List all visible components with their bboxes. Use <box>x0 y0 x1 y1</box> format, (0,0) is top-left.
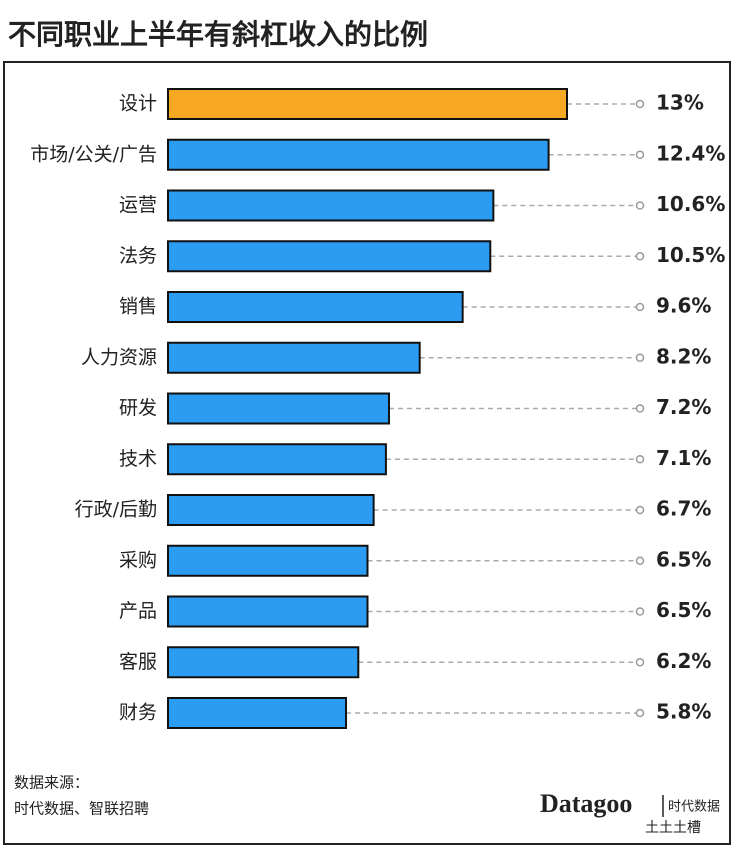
bar <box>167 392 390 425</box>
value-label: 13% <box>656 91 704 115</box>
bar <box>167 240 492 273</box>
leader-dot <box>635 607 645 616</box>
source-label: 数据来源： <box>14 774 89 792</box>
bar <box>167 494 375 526</box>
leader-dot <box>635 353 645 362</box>
leader-dot <box>635 658 645 667</box>
bar <box>167 291 464 323</box>
chart-title: 不同职业上半年有斜杠收入的比例 <box>8 18 428 51</box>
bar <box>167 646 360 679</box>
leader-dot <box>635 455 645 464</box>
leader-dot <box>635 150 645 159</box>
y-tick-label: 销售 <box>119 296 157 318</box>
leader-dot <box>635 505 645 515</box>
bar <box>167 595 369 628</box>
y-tick-label: 市场/公关/广告 <box>30 143 157 165</box>
value-label: 9.6% <box>656 294 711 318</box>
y-tick-label: 设计 <box>119 93 157 115</box>
value-label: 10.6% <box>656 192 725 216</box>
leader-dot <box>635 201 645 210</box>
leader-dot <box>635 252 645 261</box>
bar <box>167 341 421 374</box>
watermark: 土土土槽 <box>645 820 701 836</box>
value-label: 7.2% <box>656 395 711 419</box>
y-tick-label: 技术 <box>119 448 157 470</box>
bar <box>167 544 369 577</box>
value-label: 6.2% <box>656 649 711 673</box>
y-tick-label: 研发 <box>119 397 157 419</box>
y-tick-label: 财务 <box>119 702 157 724</box>
bar <box>167 88 568 120</box>
leader-dot <box>635 404 645 413</box>
leader-dot <box>635 708 645 718</box>
leader-dot <box>635 556 645 565</box>
value-label: 6.7% <box>656 497 711 521</box>
y-tick-label: 运营 <box>119 194 157 216</box>
logo: Datagoo <box>540 789 632 818</box>
y-tick-label: 行政/后勤 <box>75 499 157 521</box>
bar <box>167 138 550 171</box>
y-tick-label: 客服 <box>119 651 157 673</box>
value-label: 8.2% <box>656 344 711 368</box>
value-label: 10.5% <box>656 243 725 267</box>
value-label: 6.5% <box>656 547 711 571</box>
value-label: 5.8% <box>656 700 711 724</box>
value-label: 12.4% <box>656 141 725 165</box>
logo-sub: 时代数据 <box>668 800 720 815</box>
source-text: 时代数据、智联招聘 <box>14 800 149 818</box>
y-tick-label: 法务 <box>119 245 157 267</box>
frame <box>3 61 731 845</box>
bar <box>167 697 348 729</box>
y-tick-label: 采购 <box>119 549 157 571</box>
bar <box>167 189 495 222</box>
value-label: 6.5% <box>656 598 711 622</box>
leader-dot <box>635 302 645 312</box>
value-label: 7.1% <box>656 446 711 470</box>
y-tick-label: 人力资源 <box>81 346 157 368</box>
y-tick-label: 产品 <box>119 600 157 622</box>
leader-dot <box>635 99 645 109</box>
bar <box>167 443 387 476</box>
